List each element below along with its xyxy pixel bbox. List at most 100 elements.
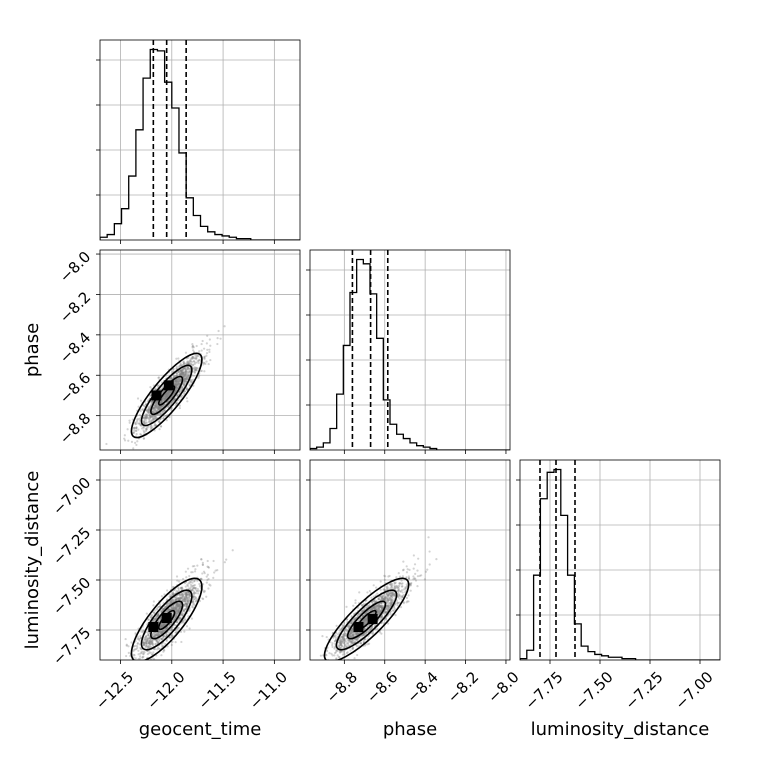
scatter-phase-vs-luminosity-distance-point xyxy=(396,589,399,592)
scatter-geocent-time-vs-phase-point xyxy=(179,373,182,376)
scatter-geocent-time-vs-luminosity-distance-point xyxy=(154,635,157,639)
scatter-geocent-time-vs-luminosity-distance-point xyxy=(181,596,184,600)
scatter-phase-vs-luminosity-distance-point xyxy=(342,642,346,645)
scatter-geocent-time-vs-phase-point xyxy=(184,377,187,380)
scatter-geocent-time-vs-luminosity-distance-point xyxy=(170,606,173,609)
scatter-phase-vs-luminosity-distance-point xyxy=(364,620,367,623)
scatter-geocent-time-vs-luminosity-distance-point xyxy=(178,604,181,607)
scatter-geocent-time-vs-phase-point xyxy=(133,426,136,430)
scatter-geocent-time-vs-luminosity-distance-point xyxy=(156,614,159,617)
scatter-geocent-time-vs-luminosity-distance-point xyxy=(192,595,195,598)
scatter-geocent-time-vs-luminosity-distance-point xyxy=(162,624,165,627)
scatter-geocent-time-vs-phase-point xyxy=(198,374,201,378)
scatter-phase-vs-luminosity-distance-point xyxy=(416,575,420,578)
scatter-geocent-time-vs-luminosity-distance-point xyxy=(193,603,196,606)
scatter-geocent-time-vs-phase-point xyxy=(179,379,182,382)
scatter-phase-vs-luminosity-distance-point xyxy=(354,632,357,635)
scatter-geocent-time-vs-luminosity-distance-point xyxy=(188,574,191,578)
scatter-geocent-time-vs-phase-point xyxy=(185,397,188,400)
scatter-geocent-time-vs-phase-point xyxy=(167,404,170,407)
scatter-geocent-time-vs-luminosity-distance-point xyxy=(162,650,165,653)
scatter-geocent-time-vs-luminosity-distance-point xyxy=(190,571,193,574)
scatter-phase-vs-luminosity-distance-point xyxy=(380,609,383,612)
scatter-phase-vs-luminosity-distance-point xyxy=(388,597,392,600)
scatter-geocent-time-vs-phase-point xyxy=(190,357,193,360)
scatter-geocent-time-vs-phase-point xyxy=(161,399,164,403)
scatter-geocent-time-vs-luminosity-distance-point xyxy=(181,577,185,581)
scatter-geocent-time-vs-luminosity-distance-point xyxy=(170,599,174,602)
scatter-phase-vs-luminosity-distance-point xyxy=(348,640,351,644)
scatter-geocent-time-vs-luminosity-distance-point xyxy=(178,606,182,610)
scatter-geocent-time-vs-luminosity-distance-point xyxy=(154,617,157,620)
scatter-phase-vs-luminosity-distance-point xyxy=(394,614,397,617)
scatter-geocent-time-vs-luminosity-distance-point xyxy=(145,635,148,638)
scatter-geocent-time-vs-luminosity-distance-point xyxy=(188,609,191,612)
scatter-geocent-time-vs-luminosity-distance-point xyxy=(186,584,190,588)
scatter-geocent-time-vs-phase-point xyxy=(191,378,195,381)
scatter-phase-vs-luminosity-distance-point xyxy=(385,611,388,614)
scatter-geocent-time-vs-luminosity-distance-point xyxy=(140,630,143,633)
scatter-geocent-time-vs-luminosity-distance-point xyxy=(202,597,205,601)
scatter-geocent-time-vs-phase-point xyxy=(179,390,182,393)
scatter-geocent-time-vs-phase-point xyxy=(185,361,188,365)
scatter-geocent-time-vs-luminosity-distance-point xyxy=(183,630,186,633)
scatter-geocent-time-vs-phase-point xyxy=(173,383,177,386)
scatter-geocent-time-vs-luminosity-distance-point xyxy=(170,628,173,631)
scatter-phase-vs-luminosity-distance-point xyxy=(380,601,383,605)
scatter-geocent-time-vs-phase-point xyxy=(180,368,184,371)
scatter-geocent-time-vs-phase-point xyxy=(182,361,185,364)
scatter-geocent-time-vs-luminosity-distance-point xyxy=(161,630,164,634)
scatter-geocent-time-vs-luminosity-distance-point xyxy=(151,641,154,644)
scatter-geocent-time-vs-luminosity-distance-point xyxy=(148,642,151,645)
scatter-geocent-time-vs-luminosity-distance-point xyxy=(157,641,160,644)
scatter-geocent-time-vs-luminosity-distance-point xyxy=(144,636,147,639)
scatter-geocent-time-vs-phase-point xyxy=(188,370,191,373)
scatter-phase-vs-luminosity-distance-point xyxy=(364,612,368,615)
scatter-geocent-time-vs-phase-point xyxy=(136,418,139,421)
scatter-geocent-time-vs-phase-point xyxy=(140,424,143,427)
scatter-geocent-time-vs-luminosity-distance-point xyxy=(161,630,164,634)
scatter-geocent-time-vs-luminosity-distance-point xyxy=(176,602,179,605)
scatter-geocent-time-vs-phase-point xyxy=(186,360,189,363)
scatter-geocent-time-vs-phase-point xyxy=(142,404,146,407)
scatter-phase-vs-luminosity-distance-point xyxy=(401,594,404,597)
scatter-geocent-time-vs-phase-point xyxy=(145,413,148,416)
scatter-geocent-time-vs-phase-point xyxy=(145,416,148,419)
scatter-geocent-time-vs-phase-point xyxy=(184,371,187,374)
scatter-geocent-time-vs-luminosity-distance-point xyxy=(184,602,187,606)
scatter-phase-vs-luminosity-distance-point xyxy=(420,574,423,577)
scatter-geocent-time-vs-phase-point xyxy=(187,362,191,365)
scatter-geocent-time-vs-phase-point xyxy=(175,385,178,388)
scatter-geocent-time-vs-luminosity-distance-point xyxy=(186,599,189,602)
scatter-geocent-time-vs-phase-point xyxy=(209,344,212,347)
scatter-geocent-time-vs-luminosity-distance-point xyxy=(165,610,168,613)
scatter-geocent-time-vs-phase-point xyxy=(151,410,154,414)
scatter-geocent-time-vs-luminosity-distance-point xyxy=(177,597,180,601)
scatter-geocent-time-vs-luminosity-distance-point xyxy=(139,647,142,651)
scatter-phase-vs-luminosity-distance-point xyxy=(384,611,388,614)
scatter-geocent-time-vs-phase-point xyxy=(150,415,154,418)
scatter-phase-vs-luminosity-distance-point xyxy=(374,606,378,609)
scatter-phase-vs-luminosity-distance-point xyxy=(346,641,350,644)
scatter-geocent-time-vs-phase-point xyxy=(177,383,181,386)
scatter-phase-vs-luminosity-distance-point xyxy=(386,586,389,589)
scatter-geocent-time-vs-luminosity-distance-point xyxy=(186,598,189,601)
scatter-geocent-time-vs-phase-point xyxy=(145,427,148,430)
scatter-phase-vs-luminosity-distance-point xyxy=(338,646,341,649)
scatter-geocent-time-vs-phase-point xyxy=(150,424,153,427)
scatter-geocent-time-vs-luminosity-distance-point xyxy=(175,614,178,617)
scatter-phase-vs-luminosity-distance-point xyxy=(351,642,354,645)
scatter-geocent-time-vs-luminosity-distance-point xyxy=(138,643,141,646)
scatter-geocent-time-vs-phase-point xyxy=(181,371,184,375)
scatter-geocent-time-vs-phase-point xyxy=(161,386,164,389)
scatter-geocent-time-vs-phase-point xyxy=(153,406,156,409)
scatter-geocent-time-vs-luminosity-distance-point xyxy=(173,608,176,611)
scatter-geocent-time-vs-phase-point xyxy=(195,367,198,370)
scatter-geocent-time-vs-phase-point xyxy=(145,409,149,413)
scatter-phase-vs-luminosity-distance-point xyxy=(378,605,382,608)
scatter-phase-vs-luminosity-distance-point xyxy=(382,588,386,591)
scatter-geocent-time-vs-phase-point xyxy=(135,433,138,436)
scatter-geocent-time-vs-phase-point xyxy=(191,356,194,359)
scatter-phase-vs-luminosity-distance-point xyxy=(355,633,359,636)
scatter-geocent-time-vs-phase-point xyxy=(168,390,171,393)
